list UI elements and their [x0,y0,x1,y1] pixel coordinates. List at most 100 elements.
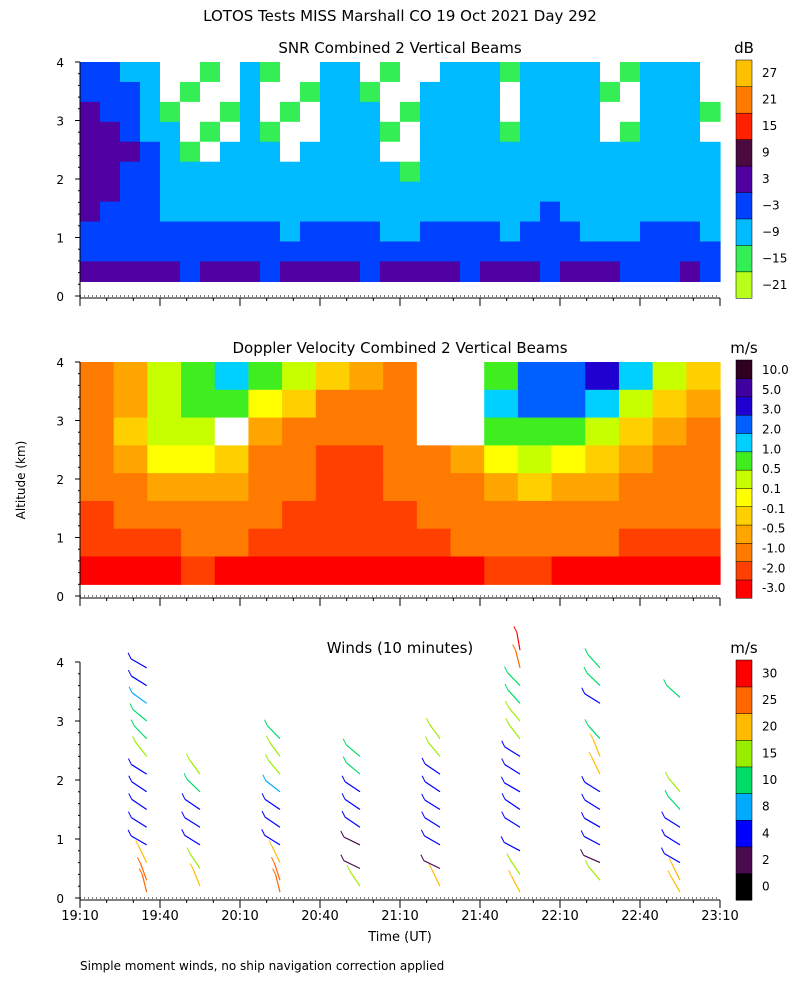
doppler-cell [80,389,115,419]
wind-barb [189,853,201,869]
y-tick-label: 1 [56,232,64,246]
doppler-cell [686,473,721,502]
doppler-cell [349,500,384,530]
snr-cell [660,181,681,203]
doppler-heatmap [80,362,721,585]
doppler-cell [248,500,283,530]
wind-barb-flag [660,847,665,854]
doppler-cell [517,528,553,558]
snr-cell [200,241,221,263]
colorbar-swatch [735,86,753,114]
snr-cell [560,221,581,243]
snr-cell [280,121,301,143]
snr-cell [180,62,201,83]
wind-barb-flag [504,683,509,691]
wind-barb-flag [181,829,186,836]
snr-cell [340,181,361,203]
doppler-cell [113,417,148,446]
wind-barb [271,846,281,863]
snr-cell [160,121,181,143]
y-tick-label: 0 [56,590,64,604]
doppler-cell [181,362,216,391]
wind-barb [664,817,681,828]
snr-cell [700,221,721,243]
snr-cell [340,121,361,143]
doppler-axes: 0 1 2 3 4 [56,356,721,606]
colorbar-tick-label: -3.0 [762,581,785,595]
wind-barb [507,706,521,722]
snr-cell [520,81,541,103]
snr-cell [100,181,121,203]
snr-cell [140,81,161,103]
snr-cell [620,101,641,123]
doppler-cell [686,362,721,391]
doppler-cell [383,528,418,558]
snr-cell [520,121,541,143]
snr-cell [700,161,721,183]
snr-cell [360,221,381,243]
snr-cell [260,101,281,123]
snr-cell [100,201,121,223]
snr-cell [280,261,301,282]
wind-barb-flag [508,869,512,877]
snr-cell [360,201,381,223]
snr-cell [440,201,461,223]
snr-cell [340,62,361,83]
snr-cell [600,261,621,282]
doppler-cell [686,500,721,530]
wind-barb [130,658,147,669]
wind-barb [509,859,521,875]
doppler-cell [383,445,418,474]
snr-cell [180,101,201,123]
snr-cell [420,201,441,223]
snr-cell [380,81,401,103]
snr-cell [480,181,501,203]
doppler-cell [652,528,687,558]
colorbar-swatch [735,506,753,526]
snr-cell [160,261,181,282]
wind-barb-flag [421,793,426,801]
snr-cell [220,81,241,103]
doppler-cell [652,389,687,419]
doppler-cell [618,417,654,446]
colorbar-tick-label: 27 [762,66,777,80]
doppler-cell [652,445,687,474]
snr-cell [420,121,441,143]
colorbar-tick-label: 30 [762,666,777,680]
wind-barb-flag [589,733,594,740]
wind-barb [507,672,521,687]
wind-barb-flag [264,754,269,761]
x-tick-label: 19:10 [61,909,98,924]
doppler-cell [282,362,317,391]
wind-barb-flag [513,626,518,633]
snr-cell [340,81,361,103]
doppler-cell [282,556,317,585]
snr-cell [520,221,541,243]
snr-cell [620,161,641,183]
wind-barb [343,836,361,846]
wind-barb [138,846,148,863]
colorbar-tick-label: 10.0 [762,363,789,377]
snr-cell [120,121,141,143]
snr-cell [480,141,501,163]
snr-cell [440,181,461,203]
doppler-cell [652,473,687,502]
wind-barb [424,799,441,811]
wind-barb [264,816,281,828]
doppler-cell [147,362,182,391]
snr-cell [360,161,381,183]
snr-cell [200,121,221,143]
doppler-cell [383,362,418,391]
doppler-cell [450,362,485,391]
doppler-cell [551,362,586,391]
snr-cell [420,221,441,243]
snr-cell [700,81,721,103]
snr-cell [360,101,381,123]
wind-barb [273,862,281,881]
snr-cell [180,141,201,163]
wind-barb-flag [272,868,277,875]
snr-cell [620,121,641,143]
snr-panel-title: SNR Combined 2 Vertical Beams [278,39,521,57]
doppler-cell [248,389,283,419]
